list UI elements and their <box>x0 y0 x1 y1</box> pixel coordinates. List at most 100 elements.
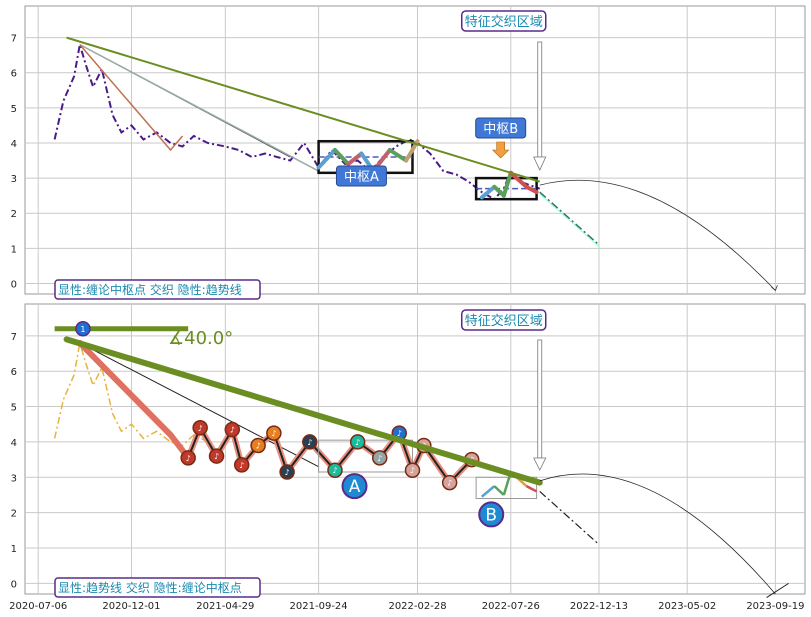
pivot-marker <box>327 462 343 478</box>
pivot-a-label-box <box>335 165 387 187</box>
panel-bottom: 01234567∡40.0°♪♪♪♪♪♪♪♪♪♪♪♪♪♪♪♪♪1特征交织区域AB… <box>9 303 806 612</box>
x-tick-label: 2022-12-13 <box>570 601 628 612</box>
arc-tick <box>766 582 789 598</box>
feature-zone-label: 特征交织区域 <box>465 313 543 329</box>
y-tick-label: 4 <box>11 438 17 449</box>
pivot-marker <box>180 450 196 466</box>
pivot-marker-glyph: ♪ <box>397 429 402 438</box>
y-tick-label: 6 <box>11 367 17 378</box>
pivot-stroke <box>387 148 409 163</box>
pivot-marker-glyph: ♪ <box>256 441 261 450</box>
pivot-marker <box>279 464 295 480</box>
y-tick-label: 6 <box>11 69 17 80</box>
angle-label: ∡40.0° <box>168 328 233 349</box>
pivot-stroke <box>524 184 539 195</box>
y-tick-label: 4 <box>11 139 17 150</box>
legend-note: 显性:趋势线 交织 隐性:缠论中枢点 <box>58 580 242 595</box>
y-tick-label: 7 <box>11 34 17 45</box>
pivot-marker-glyph: ♪ <box>447 479 452 488</box>
pivot-marker-glyph: ♪ <box>186 454 191 463</box>
pivot-marker-glyph: ♪ <box>377 454 382 463</box>
pivot-box-A <box>318 439 413 473</box>
pivot-stroke <box>508 170 529 189</box>
segment-line <box>79 43 319 172</box>
x-tick-label: 2022-02-28 <box>388 601 446 612</box>
panel-frame <box>24 303 806 595</box>
x-tick-label: 2022-07-26 <box>482 601 540 612</box>
x-tick-label: 2023-09-19 <box>746 601 804 612</box>
y-tick-label: 5 <box>11 104 17 115</box>
price-series <box>53 44 541 201</box>
pivot-marker <box>302 434 318 450</box>
pivot-marker <box>224 421 241 438</box>
arc-arrowhead <box>771 285 778 292</box>
start-marker-label: 1 <box>80 325 85 334</box>
trend-line <box>63 336 543 486</box>
y-tick-label: 3 <box>11 473 17 484</box>
forecast-line <box>539 490 600 545</box>
pivot-b-label: B <box>485 505 497 525</box>
pivot-stroke <box>480 485 496 498</box>
y-tick-label: 5 <box>11 403 17 414</box>
pivot-marker-glyph: ♪ <box>285 468 290 477</box>
projection-arc <box>539 473 776 595</box>
pivot-b-label: 中枢B <box>483 122 518 137</box>
forecast-line <box>539 191 600 246</box>
pivot-stroke <box>346 151 364 167</box>
pivot-marker-glyph: ♪ <box>198 424 203 433</box>
y-tick-label: 2 <box>11 209 17 220</box>
feature-zone-label-box <box>460 309 547 331</box>
feature-arrow-head <box>533 156 547 171</box>
projection-arc <box>539 179 776 291</box>
pivot-marker-glyph: ♪ <box>239 461 244 470</box>
pivot-marker <box>441 474 458 491</box>
pivot-marker <box>192 420 208 436</box>
y-tick-label: 3 <box>11 174 17 185</box>
legend-box <box>54 279 261 300</box>
pivot-marker-glyph: ♪ <box>332 466 337 475</box>
x-tick-label: 2021-09-24 <box>290 601 348 612</box>
stroke-line <box>79 44 184 152</box>
pivot-marker-glyph: ♪ <box>271 429 276 438</box>
y-tick-label: 1 <box>11 544 17 555</box>
pivot-marker-glyph: ♪ <box>410 466 415 475</box>
feature-arrow-shaft <box>537 339 543 459</box>
x-tick-label: 2023-05-02 <box>658 601 716 612</box>
pivot-stroke <box>525 485 538 493</box>
pivot-a-label: A <box>349 477 361 497</box>
pivot-stroke <box>493 485 505 496</box>
pivot-b-label-box <box>475 117 527 139</box>
feature-zone-label: 特征交织区域 <box>465 14 543 30</box>
pivot-marker-glyph: ♪ <box>230 426 235 435</box>
pivot-b-arrow <box>491 141 510 159</box>
pivot-marker <box>349 434 366 450</box>
feature-zone-label-box <box>460 10 547 32</box>
pivot-a-circle <box>341 473 368 500</box>
pivot-b-circle <box>478 501 505 528</box>
pivot-marker <box>404 462 421 478</box>
start-marker <box>75 321 91 337</box>
pivot-marker <box>250 437 266 454</box>
x-tick-label: 2021-04-29 <box>196 601 254 612</box>
legend-box <box>54 577 261 598</box>
pivot-marker <box>371 450 388 466</box>
x-tick-label: 2020-12-01 <box>102 601 160 612</box>
legend-note: 显性:缠论中枢点 交织 隐性:趋势线 <box>58 282 242 297</box>
pivot-box-B <box>475 476 538 500</box>
forecast-shadow <box>539 193 600 247</box>
y-tick-label: 2 <box>11 509 17 520</box>
y-tick-label: 0 <box>11 579 17 590</box>
pivot-stroke <box>479 184 497 200</box>
pivot-marker-glyph: ♪ <box>307 438 312 447</box>
feature-arrow-shaft <box>537 41 543 158</box>
panel-frame <box>24 5 806 295</box>
pivot-marker-glyph: ♪ <box>355 438 360 447</box>
feature-arrow-head <box>533 457 547 471</box>
trend-line <box>66 36 541 183</box>
pivot-a-label: 中枢A <box>344 170 379 185</box>
pivot-stroke <box>501 170 513 198</box>
y-tick-label: 0 <box>11 279 17 290</box>
